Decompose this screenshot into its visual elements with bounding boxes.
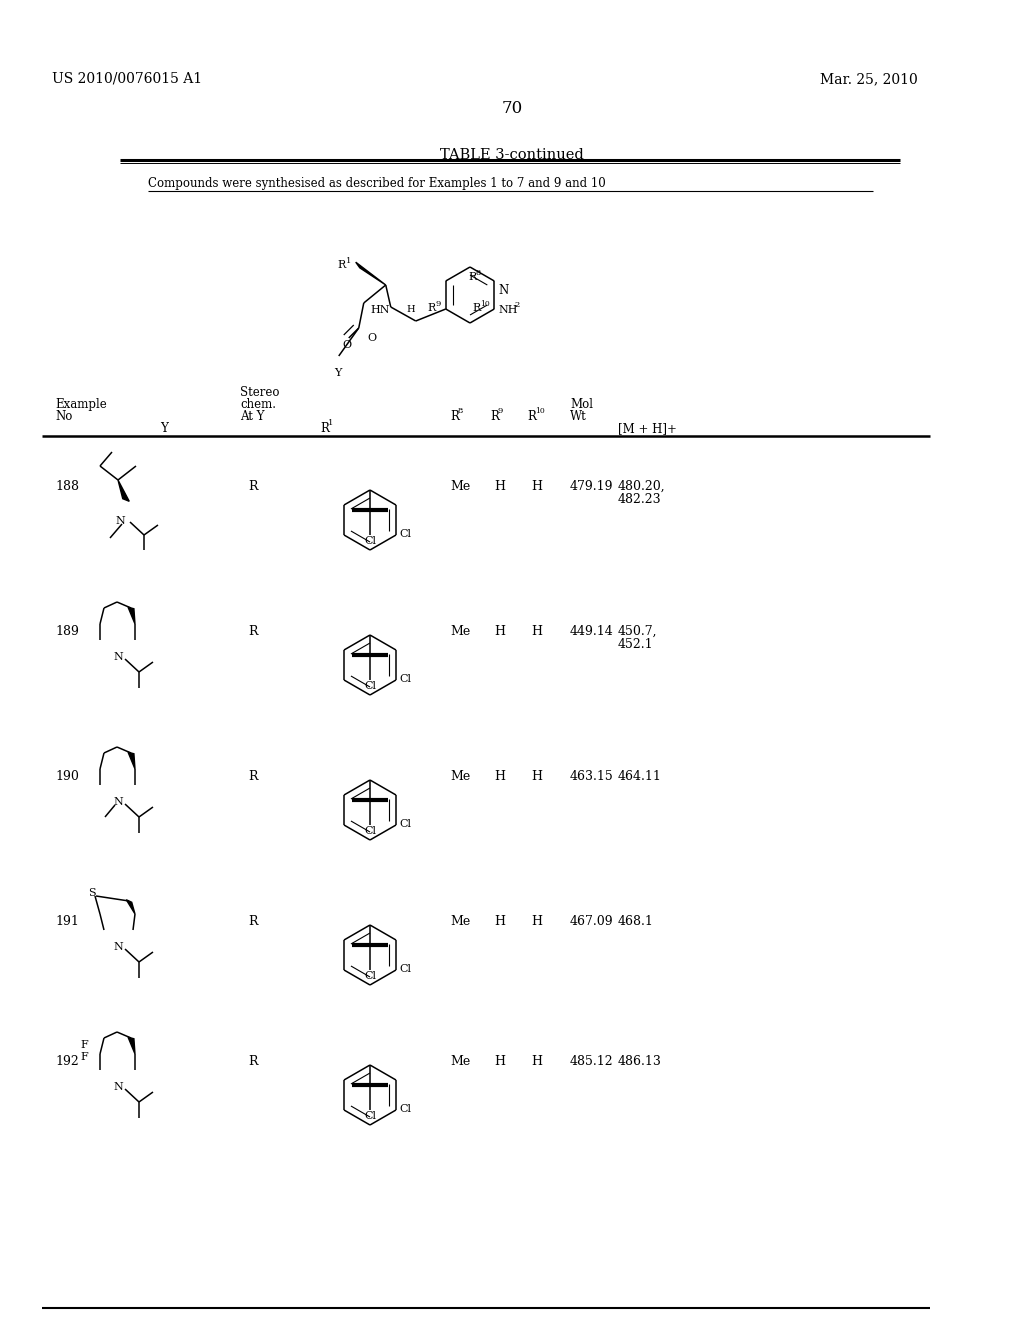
Text: Cl: Cl <box>364 536 376 546</box>
Text: Cl: Cl <box>364 972 376 981</box>
Text: 1: 1 <box>328 418 334 426</box>
Text: 2: 2 <box>514 301 519 309</box>
Text: Me: Me <box>450 480 470 492</box>
Text: Mar. 25, 2010: Mar. 25, 2010 <box>820 73 918 86</box>
Text: HN: HN <box>371 305 390 315</box>
Text: Cl: Cl <box>399 818 411 829</box>
Text: R: R <box>248 770 257 783</box>
Text: Me: Me <box>450 770 470 783</box>
Text: 452.1: 452.1 <box>618 638 653 651</box>
Polygon shape <box>128 1038 135 1053</box>
Text: H: H <box>407 305 415 314</box>
Text: 9: 9 <box>498 407 504 414</box>
Text: 450.7,: 450.7, <box>618 624 657 638</box>
Text: 486.13: 486.13 <box>618 1055 662 1068</box>
Text: R: R <box>527 411 536 422</box>
Text: 188: 188 <box>55 480 79 492</box>
Text: NH: NH <box>499 305 518 315</box>
Text: 190: 190 <box>55 770 79 783</box>
Text: At Y: At Y <box>240 411 264 422</box>
Text: R: R <box>428 304 436 313</box>
Text: N: N <box>113 652 123 663</box>
Text: R: R <box>248 480 257 492</box>
Text: H: H <box>494 915 505 928</box>
Text: S: S <box>88 888 95 898</box>
Text: Cl: Cl <box>399 1104 411 1114</box>
Text: 70: 70 <box>502 100 522 117</box>
Polygon shape <box>355 263 386 285</box>
Text: 467.09: 467.09 <box>570 915 613 928</box>
Text: N: N <box>499 284 509 297</box>
Text: 8: 8 <box>476 269 481 277</box>
Text: 485.12: 485.12 <box>570 1055 613 1068</box>
Text: 10: 10 <box>480 300 489 308</box>
Text: R: R <box>338 260 346 271</box>
Text: Me: Me <box>450 1055 470 1068</box>
Text: 191: 191 <box>55 915 79 928</box>
Text: No: No <box>55 411 73 422</box>
Text: Stereo: Stereo <box>240 385 280 399</box>
Text: 463.15: 463.15 <box>570 770 613 783</box>
Text: O: O <box>343 341 352 350</box>
Text: F: F <box>80 1040 88 1049</box>
Text: TABLE 3-continued: TABLE 3-continued <box>440 148 584 162</box>
Text: 1: 1 <box>346 257 351 265</box>
Text: R: R <box>248 915 257 928</box>
Text: Y: Y <box>334 368 341 378</box>
Text: 192: 192 <box>55 1055 79 1068</box>
Text: N: N <box>113 942 123 952</box>
Polygon shape <box>128 752 135 770</box>
Text: Cl: Cl <box>364 681 376 690</box>
Text: Me: Me <box>450 915 470 928</box>
Text: 482.23: 482.23 <box>618 492 662 506</box>
Text: H: H <box>494 1055 505 1068</box>
Text: Mol: Mol <box>570 399 593 411</box>
Text: Y: Y <box>160 422 168 436</box>
Text: N: N <box>113 1082 123 1092</box>
Text: 479.19: 479.19 <box>570 480 613 492</box>
Text: F: F <box>80 1052 88 1063</box>
Text: H: H <box>494 480 505 492</box>
Text: H: H <box>531 915 542 928</box>
Polygon shape <box>126 900 135 913</box>
Text: 8: 8 <box>458 407 464 414</box>
Text: H: H <box>531 1055 542 1068</box>
Text: Cl: Cl <box>364 826 376 836</box>
Text: R: R <box>319 422 329 436</box>
Text: H: H <box>531 770 542 783</box>
Text: N: N <box>113 797 123 807</box>
Text: Cl: Cl <box>399 529 411 539</box>
Polygon shape <box>118 480 129 502</box>
Text: 10: 10 <box>535 407 545 414</box>
Text: Example: Example <box>55 399 106 411</box>
Text: chem.: chem. <box>240 399 276 411</box>
Text: H: H <box>494 624 505 638</box>
Text: R: R <box>248 1055 257 1068</box>
Text: Cl: Cl <box>399 675 411 684</box>
Text: R: R <box>472 304 480 313</box>
Text: US 2010/0076015 A1: US 2010/0076015 A1 <box>52 73 202 86</box>
Text: [M + H]+: [M + H]+ <box>618 422 677 436</box>
Text: R: R <box>450 411 459 422</box>
Polygon shape <box>128 607 135 624</box>
Text: H: H <box>494 770 505 783</box>
Text: 9: 9 <box>436 300 441 308</box>
Text: N: N <box>115 516 125 525</box>
Text: Compounds were synthesised as described for Examples 1 to 7 and 9 and 10: Compounds were synthesised as described … <box>148 177 606 190</box>
Text: 449.14: 449.14 <box>570 624 613 638</box>
Text: Cl: Cl <box>399 964 411 974</box>
Text: R: R <box>248 624 257 638</box>
Text: Wt: Wt <box>570 411 587 422</box>
Text: 480.20,: 480.20, <box>618 480 666 492</box>
Text: 464.11: 464.11 <box>618 770 662 783</box>
Text: H: H <box>531 624 542 638</box>
Text: 468.1: 468.1 <box>618 915 654 928</box>
Text: Me: Me <box>450 624 470 638</box>
Text: R: R <box>468 272 476 282</box>
Text: R: R <box>490 411 499 422</box>
Text: H: H <box>531 480 542 492</box>
Text: O: O <box>368 333 377 343</box>
Text: Cl: Cl <box>364 1111 376 1121</box>
Text: 189: 189 <box>55 624 79 638</box>
